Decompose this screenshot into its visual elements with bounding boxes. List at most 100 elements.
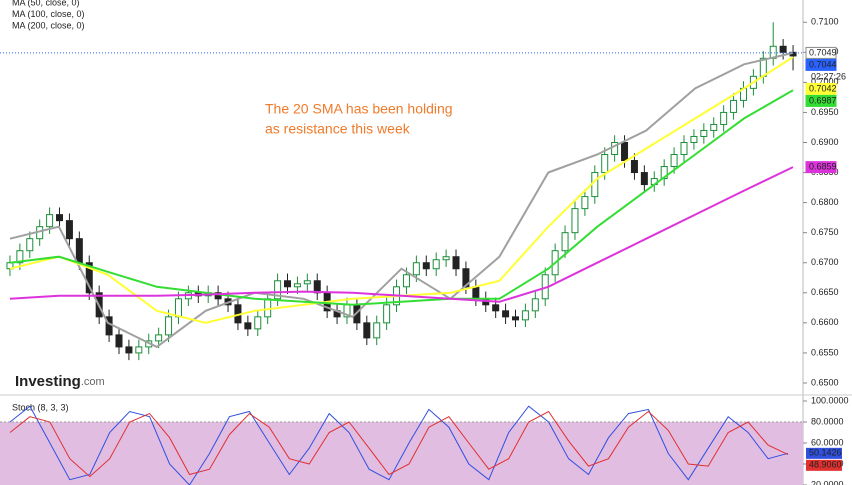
value-tag xyxy=(806,447,842,459)
candle-body xyxy=(165,316,173,336)
price-tag-label: 0.7049 xyxy=(809,47,837,57)
candle-body xyxy=(85,262,93,294)
candle-body xyxy=(363,322,371,339)
annotation: The 20 SMA has been holding xyxy=(265,101,453,117)
y-tick-label: 0.6800 xyxy=(811,197,839,207)
candle-body xyxy=(46,214,54,228)
value-tag xyxy=(806,459,842,471)
y-tick-label: 0.7100 xyxy=(811,17,839,27)
price-tag xyxy=(805,161,837,174)
legend-entry: MA (50, close, 0) xyxy=(12,0,80,7)
candle-body xyxy=(303,280,311,285)
candle-body xyxy=(65,220,73,240)
price-tag-label: 0.6987 xyxy=(809,95,837,105)
candle-body xyxy=(561,232,569,252)
panel-title: Stoch (8, 3, 3) xyxy=(12,402,69,412)
candle-body xyxy=(254,316,262,330)
candle-body xyxy=(640,172,648,186)
candle-body xyxy=(16,250,24,264)
ma-line xyxy=(9,51,794,349)
y-tick-label: 20.0000 xyxy=(811,479,844,485)
candle-body xyxy=(412,262,420,276)
y-tick-label: 60.0000 xyxy=(811,437,844,447)
price-tag-label: 0.7042 xyxy=(809,83,837,93)
price-tag xyxy=(805,94,837,107)
candle-body xyxy=(581,196,589,210)
value-tag-label: 48.9060 xyxy=(809,460,842,470)
ma-line xyxy=(9,89,794,306)
y-tick-label: 0.6700 xyxy=(811,257,839,267)
legend-entry: MA (100, close, 0) xyxy=(12,9,85,19)
candle-body xyxy=(6,262,14,270)
candle-body xyxy=(502,310,510,318)
candle-body xyxy=(442,256,450,261)
candle-body xyxy=(135,346,143,354)
ma-line xyxy=(9,56,794,324)
candle-body xyxy=(630,160,638,174)
candle-body xyxy=(571,208,579,234)
candle-body xyxy=(422,262,430,270)
candle-body xyxy=(244,322,252,330)
y-tick-label: 0.6600 xyxy=(811,317,839,327)
candle-body xyxy=(274,280,282,300)
price-tag xyxy=(805,46,837,59)
candle-body xyxy=(621,141,629,162)
candle-body xyxy=(214,292,222,300)
candle-body xyxy=(700,129,708,137)
candle-body xyxy=(373,322,381,339)
candle-body xyxy=(680,141,688,156)
candle-body xyxy=(174,298,182,318)
countdown: 02:27:26 xyxy=(811,71,846,81)
candle-body xyxy=(779,45,787,53)
candle-body xyxy=(670,154,678,168)
logo-brand: Investing xyxy=(15,373,81,390)
candle-body xyxy=(452,256,460,270)
candle-body xyxy=(284,280,292,288)
stoch-line xyxy=(9,405,789,485)
candle-body xyxy=(125,346,133,354)
logo-suffix: .com xyxy=(81,376,105,388)
candle-body xyxy=(56,214,64,222)
candle-body xyxy=(75,238,83,264)
price-tag-label: 0.6859 xyxy=(809,162,837,172)
candle-body xyxy=(730,99,738,113)
candle-body xyxy=(293,283,301,288)
candle-body xyxy=(115,334,123,348)
y-tick-label: 0.6900 xyxy=(811,137,839,147)
y-tick-label: 0.6750 xyxy=(811,227,839,237)
candle-body xyxy=(432,259,440,270)
price-tag xyxy=(805,82,837,95)
annotation: as resistance this week xyxy=(265,121,411,137)
y-tick-label: 100.0000 xyxy=(811,395,849,405)
y-tick-label: 80.0000 xyxy=(811,416,844,426)
candle-body xyxy=(383,304,391,324)
value-tag-label: 50.1426 xyxy=(809,448,842,458)
candle-body xyxy=(155,334,163,342)
candle-body xyxy=(472,286,480,300)
price-tag-label: 0.7044 xyxy=(809,59,837,69)
logo: Investing.com xyxy=(15,373,105,390)
candle-body xyxy=(720,111,728,125)
y-tick-label: 0.6650 xyxy=(811,287,839,297)
candle-body xyxy=(710,123,718,131)
candle-body xyxy=(601,154,609,174)
candle-body xyxy=(26,238,34,252)
y-tick-label: 0.6500 xyxy=(811,377,839,387)
legend-entry: MA (200, close, 0) xyxy=(12,20,85,30)
price-plot xyxy=(6,22,797,361)
price-tag xyxy=(805,58,837,71)
candle-body xyxy=(264,298,272,318)
candle-body xyxy=(591,172,599,198)
ma-line xyxy=(9,166,794,303)
candle-body xyxy=(511,316,519,321)
y-tick-label: 0.7000 xyxy=(811,77,839,87)
candle-body xyxy=(462,268,470,288)
candle-body xyxy=(690,135,698,143)
y-tick-label: 0.6950 xyxy=(811,107,839,117)
candle-body xyxy=(531,298,539,312)
stoch-line xyxy=(9,410,789,478)
y-tick-label: 0.6550 xyxy=(811,347,839,357)
candle-body xyxy=(521,310,529,321)
candle-body xyxy=(402,274,410,288)
